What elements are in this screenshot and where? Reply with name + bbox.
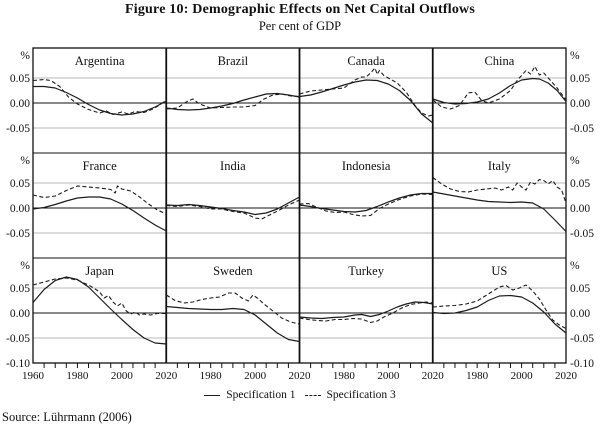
- spec3-line-japan: [32, 277, 167, 316]
- spec3-line-india: [166, 199, 300, 220]
- panel-label-japan: Japan: [85, 264, 114, 278]
- x-tick-label: 2020: [555, 370, 578, 382]
- panel-label-france: France: [83, 159, 117, 173]
- y-axis-label-left: %: [20, 50, 30, 62]
- chart-legend: Specification 1 Specification 3: [0, 389, 600, 401]
- spec1-line-sweden: [166, 305, 300, 343]
- spec3-line-france: [32, 185, 167, 215]
- y-axis-label-right: -0.05: [570, 228, 594, 240]
- y-axis-label-left: 0.00: [10, 203, 30, 215]
- spec3-line-canada: [299, 67, 433, 117]
- spec3-line-sweden: [166, 292, 300, 325]
- x-tick-label: 2000: [511, 370, 534, 382]
- spec1-line-indonesia: [299, 192, 433, 213]
- y-axis-label-left: %: [20, 155, 30, 167]
- panel-label-canada: Canada: [347, 54, 385, 68]
- spec3-legend-label: Specification 3: [326, 389, 396, 401]
- spec3-line-brazil: [166, 93, 300, 110]
- figure-subtitle: Per cent of GDP: [258, 19, 342, 33]
- panel-label-china: China: [484, 54, 514, 68]
- spec1-solid-line-key-icon: [204, 394, 221, 396]
- x-tick-label: 1980: [333, 370, 356, 382]
- x-tick-label: 2020: [422, 370, 445, 382]
- y-axis-label-right: 0.00: [570, 308, 590, 320]
- spec3-line-turkey: [299, 301, 433, 324]
- x-tick-label: 2020: [289, 370, 312, 382]
- panel-label-argentina: Argentina: [75, 54, 125, 68]
- y-axis-label-left: 0.00: [10, 98, 30, 110]
- y-axis-label-left: 0.05: [10, 283, 30, 295]
- figure-title: Figure 10: Demographic Effects on Net Ca…: [125, 2, 475, 17]
- x-tick-label: 1960: [22, 370, 45, 382]
- x-tick-label: 1980: [466, 370, 489, 382]
- y-axis-label-right: -0.05: [570, 123, 594, 135]
- y-axis-label-right: %: [570, 155, 580, 167]
- x-tick-label: 1980: [66, 370, 89, 382]
- panel-label-sweden: Sweden: [213, 264, 253, 278]
- spec1-legend-label: Specification 1: [226, 389, 296, 401]
- panel-label-italy: Italy: [488, 159, 512, 173]
- panel-label-turkey: Turkey: [348, 264, 384, 278]
- y-axis-label-right: 0.00: [570, 98, 590, 110]
- y-axis-label-left: -0.05: [6, 228, 30, 240]
- x-tick-label: 2000: [111, 370, 134, 382]
- spec3-line-argentina: [32, 78, 167, 116]
- spec1-line-turkey: [299, 301, 433, 320]
- y-axis-label-left: -0.05: [6, 123, 30, 135]
- source-note: Source: Lührmann (2006): [2, 410, 132, 424]
- panel-label-us: US: [491, 264, 507, 278]
- x-tick-label: 1980: [200, 370, 223, 382]
- y-axis-label-left: 0.05: [10, 73, 30, 85]
- x-tick-label: 2000: [244, 370, 267, 382]
- panel-label-brazil: Brazil: [218, 54, 249, 68]
- y-axis-label-left: 0.00: [10, 308, 30, 320]
- y-axis-label-right: -0.10: [570, 358, 594, 370]
- spec1-line-canada: [299, 79, 434, 124]
- panel-label-india: India: [220, 159, 246, 173]
- spec3-dashed-line-key-icon: [304, 394, 321, 396]
- spec1-line-argentina: [33, 85, 167, 116]
- spec3-line-us: [432, 284, 567, 329]
- y-axis-label-left: %: [20, 260, 30, 272]
- spec1-line-brazil: [166, 92, 300, 111]
- y-axis-label-right: -0.05: [570, 333, 594, 345]
- y-axis-label-right: 0.05: [570, 73, 590, 85]
- x-tick-label: 2020: [155, 370, 178, 382]
- spec1-line-us: [432, 294, 567, 334]
- y-axis-label-right: %: [570, 260, 580, 272]
- y-axis-label-right: 0.00: [570, 203, 590, 215]
- x-tick-label: 2000: [377, 370, 400, 382]
- spec1-line-china: [432, 77, 567, 105]
- spec1-line-japan: [32, 276, 167, 345]
- y-axis-label-left: 0.05: [10, 178, 30, 190]
- y-axis-label-left: -0.10: [6, 358, 30, 370]
- spec3-line-italy: [432, 177, 567, 204]
- y-axis-label-right: 0.05: [570, 283, 590, 295]
- panel-label-indonesia: Indonesia: [342, 159, 391, 173]
- y-axis-label-left: -0.05: [6, 333, 30, 345]
- spec3-line-indonesia: [299, 193, 433, 217]
- y-axis-label-right: %: [570, 50, 580, 62]
- spec1-line-france: [32, 196, 167, 232]
- spec1-line-italy: [432, 191, 567, 232]
- plot-border: [32, 47, 567, 364]
- y-axis-label-right: 0.05: [570, 178, 590, 190]
